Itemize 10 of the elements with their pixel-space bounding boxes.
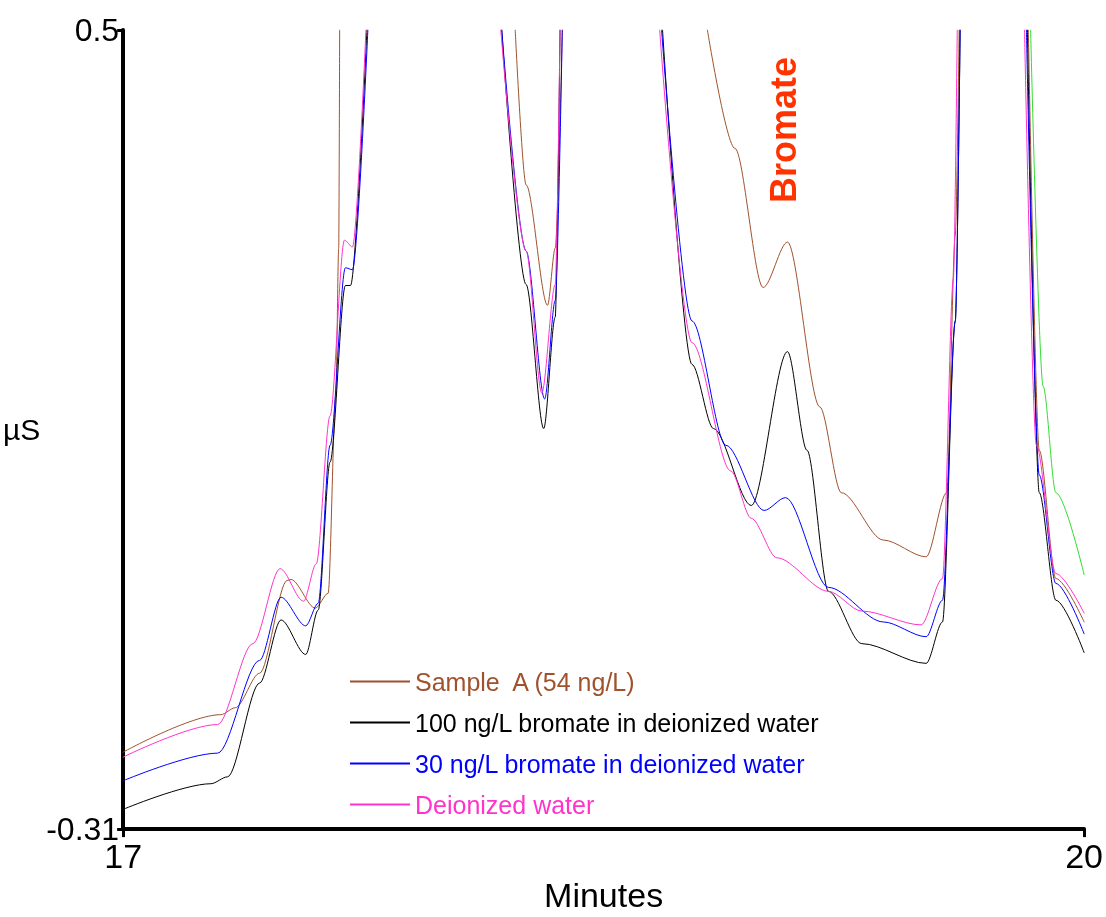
- annotation: Bromate: [762, 56, 804, 204]
- x-axis-title: Minutes: [544, 876, 664, 914]
- legend-label: Deionized water: [415, 790, 595, 819]
- x-tick-label: 20: [1065, 837, 1103, 876]
- legend-label: 100 ng/L bromate in deionized water: [415, 708, 819, 737]
- y-tick-label: 0.5: [74, 12, 120, 48]
- line-series: [1030, 29, 1085, 576]
- legend-label: Sample A (54 ng/L): [415, 667, 635, 696]
- y-axis-title: µS: [3, 413, 41, 447]
- legend-label: 30 ng/L bromate in deionized water: [415, 749, 805, 778]
